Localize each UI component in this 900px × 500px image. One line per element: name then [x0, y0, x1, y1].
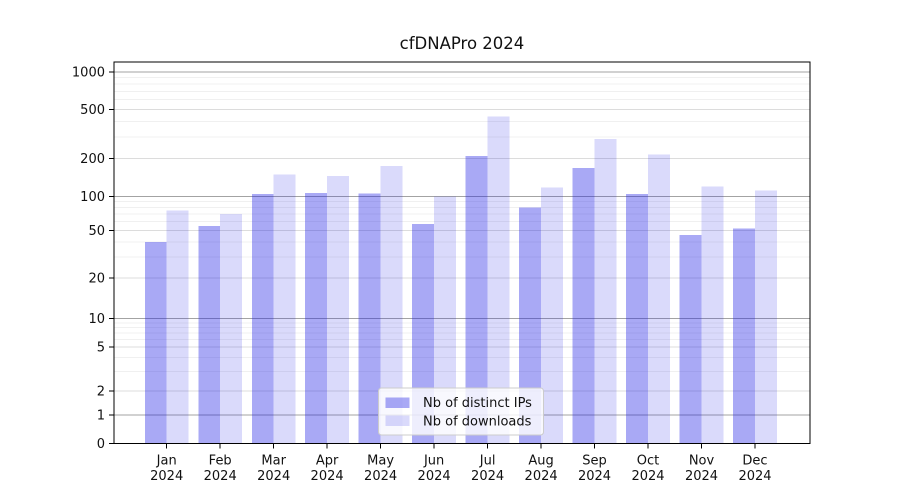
bar-downloads-oct: [648, 154, 670, 444]
x-tick-label-year: 2024: [471, 469, 504, 484]
legend-label: Nb of downloads: [423, 415, 532, 430]
x-tick-label-year: 2024: [738, 469, 771, 484]
y-tick-label: 1000: [72, 66, 105, 81]
x-tick-label-month: Jun: [423, 454, 444, 469]
x-tick-label-month: Oct: [637, 454, 659, 469]
bar-ips-apr: [305, 192, 328, 444]
x-tick-label-month: Sep: [582, 454, 607, 469]
bar-downloads-jul: [487, 116, 510, 444]
x-tick-label-month: May: [367, 454, 394, 469]
bar-downloads-aug: [541, 187, 563, 444]
y-tick-label: 5: [97, 341, 105, 356]
x-tick-label-year: 2024: [311, 469, 344, 484]
x-tick-label-year: 2024: [578, 469, 611, 484]
bar-ips-nov: [679, 234, 702, 444]
legend: Nb of distinct IPs Nb of downloads: [378, 387, 544, 436]
x-tick-label-month: Aug: [528, 454, 553, 469]
x-tick-label-year: 2024: [631, 469, 664, 484]
x-tick-label-month: Jul: [479, 454, 496, 469]
legend-label: Nb of distinct IPs: [423, 396, 532, 411]
bar-ips-oct: [626, 193, 648, 444]
legend-swatch-ips: [385, 397, 410, 408]
bar-downloads-mar: [273, 174, 296, 444]
bar-ips-feb: [198, 225, 221, 444]
y-tick-label: 500: [80, 103, 105, 118]
x-tick-label-month: Dec: [742, 454, 767, 469]
bar-ips-may: [358, 193, 381, 444]
legend-box: [378, 387, 544, 436]
x-tick-label-year: 2024: [685, 469, 718, 484]
bar-ips-aug: [519, 207, 542, 444]
bar-ips-jan: [144, 242, 167, 444]
bar-downloads-jun: [434, 196, 456, 444]
bar-downloads-jan: [166, 210, 189, 444]
y-tick-label: 2: [97, 385, 105, 400]
y-tick-label: 50: [88, 224, 105, 239]
bar-ips-dec: [733, 228, 755, 444]
y-tick-label: 100: [80, 190, 105, 205]
x-tick-label-month: Mar: [261, 454, 286, 469]
y-tick-label: 200: [80, 152, 105, 167]
chart-title: cfDNAPro 2024: [399, 34, 525, 53]
bar-ips-sep: [572, 168, 595, 444]
x-tick-label-year: 2024: [257, 469, 290, 484]
bar-ips-jul: [465, 155, 488, 444]
x-tick-label-month: Apr: [316, 454, 339, 469]
bar-ips-mar: [251, 193, 274, 444]
bar-downloads-nov: [701, 186, 724, 444]
bar-downloads-apr: [327, 176, 349, 444]
x-tick-label-year: 2024: [150, 469, 183, 484]
bar-downloads-sep: [594, 139, 617, 444]
x-tick-label-month: Feb: [209, 454, 232, 469]
y-tick-label: 0: [97, 437, 105, 452]
legend-swatch-downloads: [385, 415, 410, 426]
y-tick-label: 10: [88, 312, 105, 327]
x-tick-label-year: 2024: [418, 469, 451, 484]
x-tick-label-year: 2024: [364, 469, 397, 484]
bar-downloads-may: [380, 166, 403, 444]
x-tick-label-year: 2024: [204, 469, 237, 484]
x-tick-label-year: 2024: [525, 469, 558, 484]
bar-downloads-feb: [220, 214, 243, 444]
y-tick-label: 20: [88, 272, 105, 287]
bar-downloads-dec: [755, 190, 777, 444]
y-tick-label: 1: [97, 409, 105, 424]
plot-frame: [113, 61, 811, 444]
x-tick-label-month: Nov: [689, 454, 715, 469]
x-tick-label-month: Jan: [156, 454, 177, 469]
